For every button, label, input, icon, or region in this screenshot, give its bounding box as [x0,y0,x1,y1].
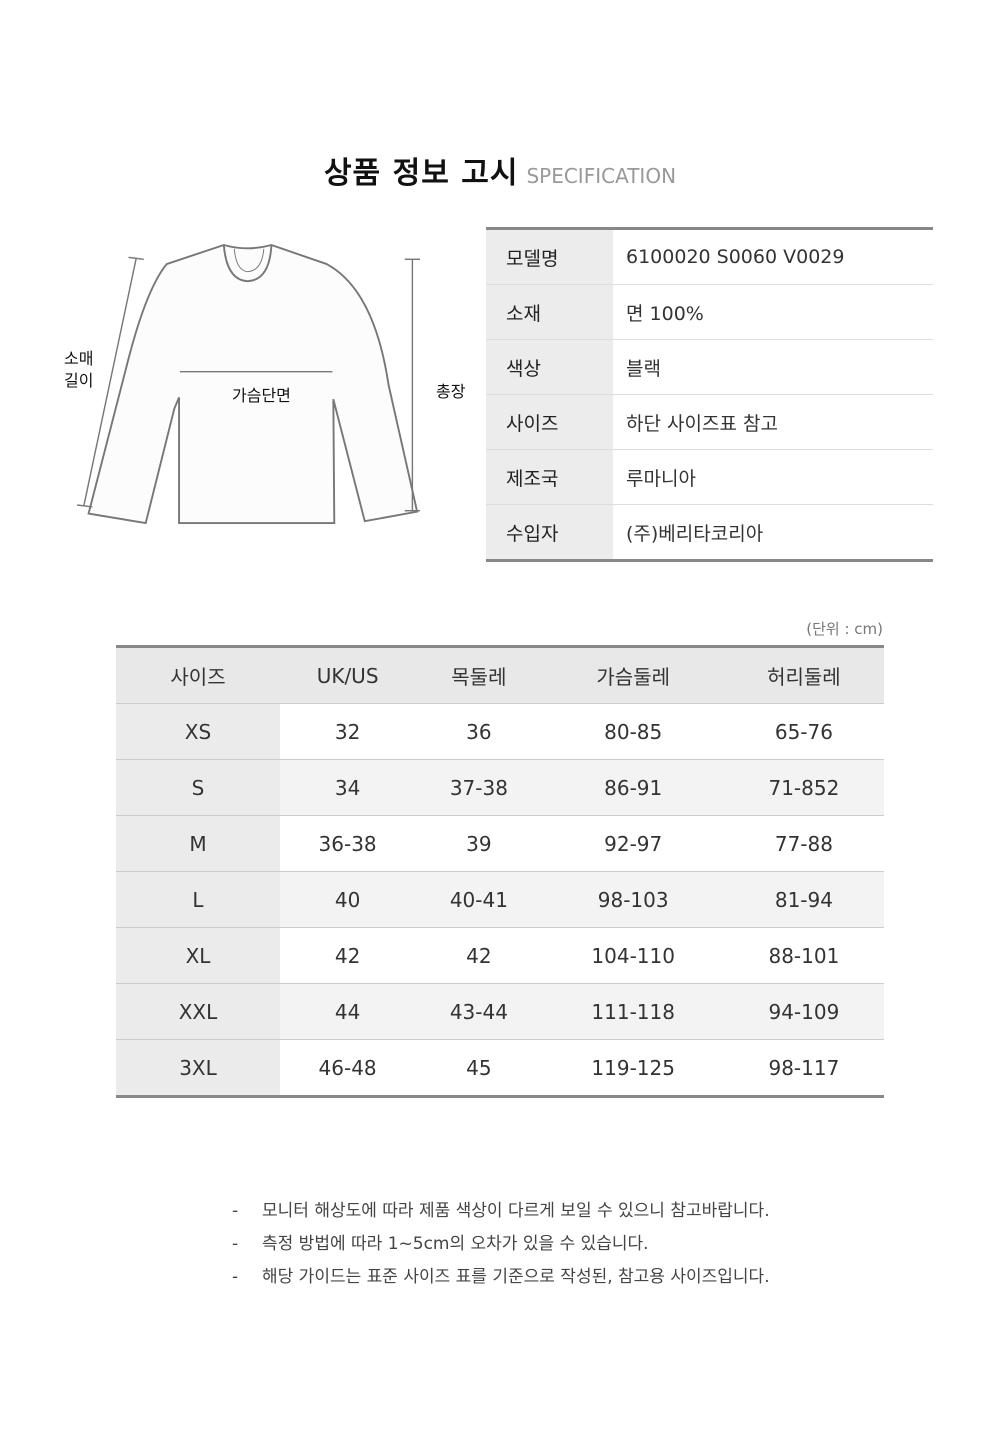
spec-row: 사이즈 하단 사이즈표 참고 [486,394,933,450]
spec-row: 모델명 6100020 S0060 V0029 [486,228,933,285]
table-cell: 43-44 [415,983,543,1040]
total-length-label: 총장 [436,382,466,401]
spec-row: 색상 블랙 [486,339,933,395]
table-cell: 77-88 [723,815,884,872]
table-cell: XXL [116,983,280,1040]
table-cell: 94-109 [723,983,884,1040]
note-item: - 해당 가이드는 표준 사이즈 표를 기준으로 작성된, 참고용 사이즈입니다. [232,1267,770,1287]
sleeve-measure-line [83,258,137,507]
spec-row: 소재 면 100% [486,284,933,340]
table-cell: 39 [415,815,543,872]
table-cell: L [116,871,280,928]
table-cell: 42 [415,927,543,984]
note-item: - 모니터 해상도에 따라 제품 색상이 다르게 보일 수 있으니 참고바랍니다. [232,1201,770,1221]
table-cell: 119-125 [542,1039,724,1097]
table-row: S 34 37-38 86-91 71-852 [116,759,884,816]
table-cell: 86-91 [542,759,724,816]
table-cell: 104-110 [542,927,724,984]
table-cell: 40-41 [415,871,543,928]
table-cell: 81-94 [723,871,884,928]
table-cell: 40 [280,871,416,928]
collar-inner [233,248,265,273]
table-cell: 98-103 [542,871,724,928]
table-cell: XS [116,703,280,760]
spec-table: 모델명 6100020 S0060 V0029 소재 면 100% 색상 블랙 사이즈… [486,227,933,562]
table-cell: 37-38 [415,759,543,816]
table-row: L 40 40-41 98-103 81-94 [116,871,884,928]
table-cell: 42 [280,927,416,984]
chest-label: 가슴단면 [232,386,291,405]
spec-row: 수입자 (주)베리타코리아 [486,504,933,561]
table-cell: 34 [280,759,416,816]
unit-label: (단위 : cm) [806,620,883,638]
size-table-header: 사이즈 UK/US 목둘레 가슴둘레 허리둘레 [116,646,884,704]
title-english: SPECIFICATION [526,164,677,188]
table-cell: 71-852 [723,759,884,816]
table-cell: 80-85 [542,703,724,760]
shirt-diagram [77,244,420,525]
spec-row: 제조국 루마니아 [486,449,933,505]
title-korean: 상품 정보 고시 [323,156,519,191]
table-cell: 3XL [116,1039,280,1097]
table-cell: 88-101 [723,927,884,984]
sleeve-length-label: 소매 길이 [64,349,94,390]
shirt-outline [87,244,419,525]
size-table: 사이즈 UK/US 목둘레 가슴둘레 허리둘레 XS 32 36 80-85 65-76 S 34 3… [116,645,884,1098]
table-cell: 44 [280,983,416,1040]
page-title: 상품 정보 고시 SPECIFICATION [0,148,1000,192]
table-cell: 32 [280,703,416,760]
table-cell: 65-76 [723,703,884,760]
table-cell: 92-97 [542,815,724,872]
table-cell: 98-117 [723,1039,884,1097]
table-cell: 46-48 [280,1039,416,1097]
table-row: XS 32 36 80-85 65-76 [116,703,884,760]
table-row: 3XL 46-48 45 119-125 98-117 [116,1039,884,1097]
collar [222,244,273,283]
notes-list: - 모니터 해상도에 따라 제품 색상이 다르게 보일 수 있으니 참고바랍니다.… [232,1196,770,1295]
table-cell: M [116,815,280,872]
table-cell: 45 [415,1039,543,1097]
table-cell: 36-38 [280,815,416,872]
table-cell: S [116,759,280,816]
note-item: - 측정 방법에 따라 1~5cm의 오차가 있을 수 있습니다. [232,1234,649,1254]
table-row: M 36-38 39 92-97 77-88 [116,815,884,872]
table-cell: XL [116,927,280,984]
table-row: XXL 44 43-44 111-118 94-109 [116,983,884,1040]
table-cell: 36 [415,703,543,760]
table-row: XL 42 42 104-110 88-101 [116,927,884,984]
table-cell: 111-118 [542,983,724,1040]
